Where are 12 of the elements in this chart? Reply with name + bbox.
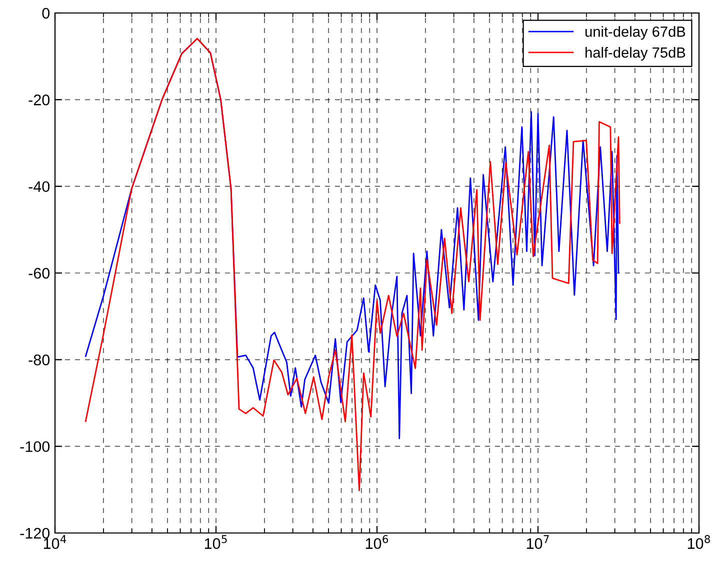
x-tick-label: 10$^{6}$ — [366, 535, 388, 549]
y-tick-label: 0 — [42, 8, 50, 19]
x-tick-label: 10$^{7}$ — [526, 535, 549, 549]
x-tick-label: 10$^{5}$ — [204, 535, 227, 549]
legend-label: half-delay 75dB — [586, 47, 686, 61]
y-tick-label: -100 — [20, 441, 50, 452]
x-tick-label: 10$^{8}$ — [688, 535, 710, 549]
legend-label: unit-delay 67dB — [585, 26, 686, 40]
y-tick-label: -60 — [28, 268, 50, 279]
y-tick-label: -20 — [28, 94, 50, 106]
y-tick-label: -40 — [28, 181, 50, 192]
y-tick-label: -80 — [28, 354, 50, 366]
